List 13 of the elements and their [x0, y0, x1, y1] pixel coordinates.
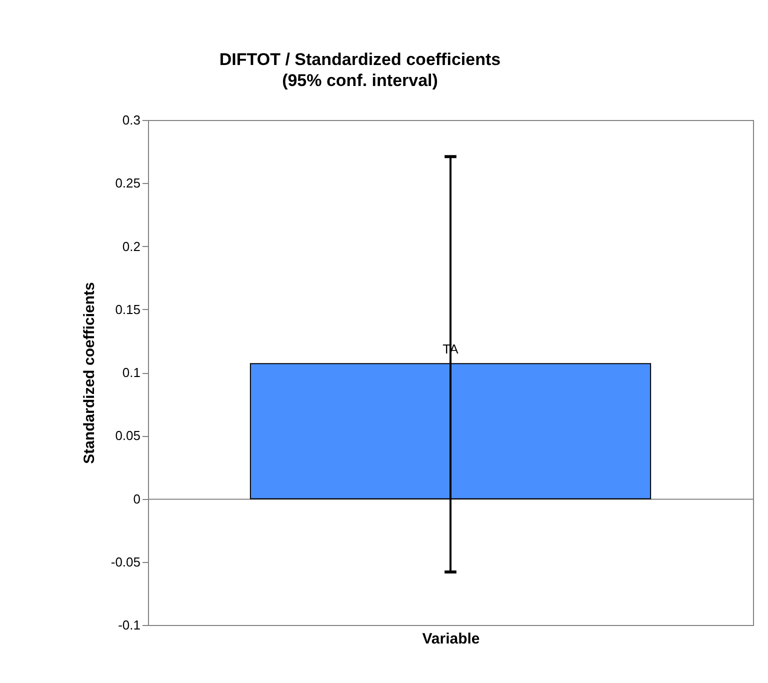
y-tick-label: 0.3: [122, 112, 140, 128]
y-axis-title: Standardized coefficients: [80, 282, 98, 464]
y-tick-label: -0.05: [110, 554, 140, 570]
y-tick-label: 0.15: [115, 302, 140, 317]
y-tick-label: 0.25: [115, 176, 140, 191]
chart-subtitle: (95% conf. interval): [282, 71, 438, 90]
x-axis-title: Variable: [422, 630, 480, 648]
y-tick-label: 0: [133, 491, 140, 506]
y-tick-label: 0.05: [115, 428, 140, 444]
chart-title: DIFTOT / Standardized coefficients: [219, 50, 501, 69]
y-tick-label: -0.1: [118, 618, 140, 632]
y-tick-label: 0.2: [122, 238, 140, 254]
y-tick-label: 0.1: [122, 365, 140, 380]
